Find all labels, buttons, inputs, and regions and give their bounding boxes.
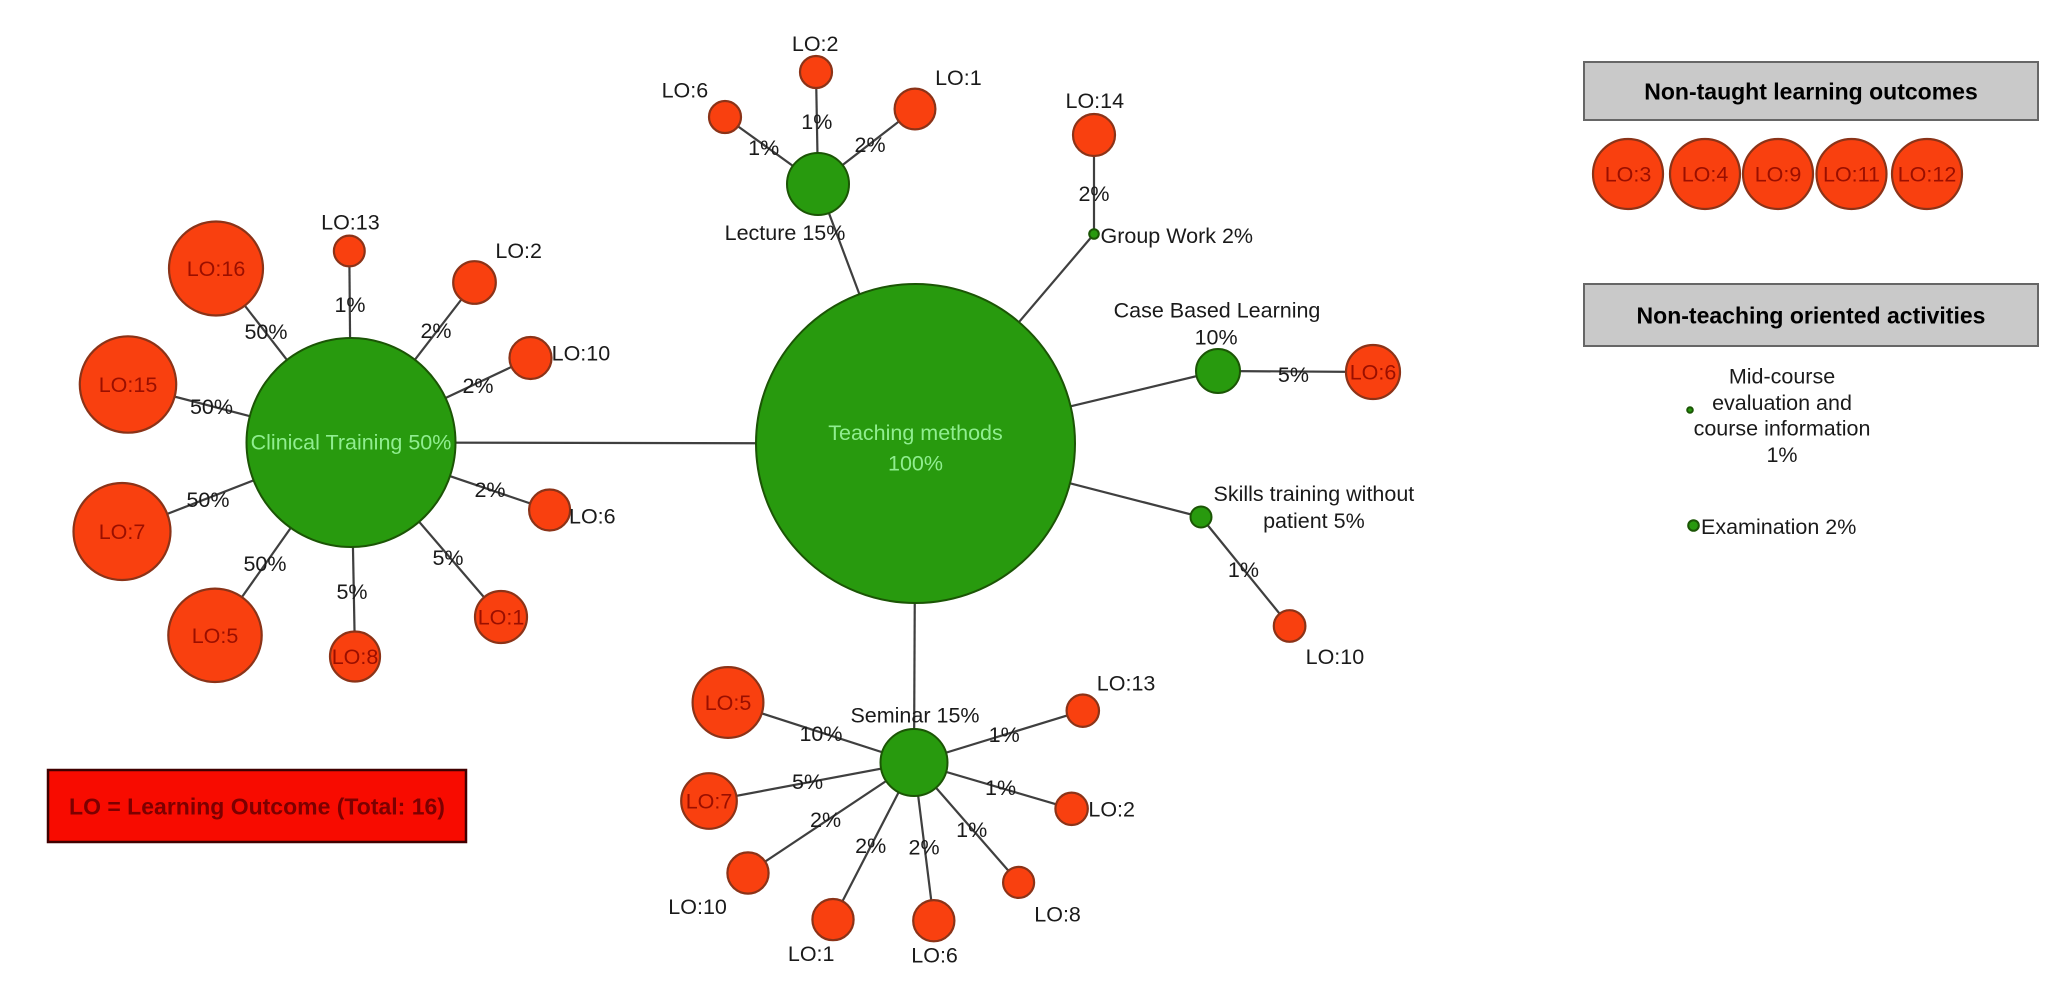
svg-text:50%: 50% — [244, 320, 287, 344]
svg-text:1%: 1% — [985, 776, 1016, 800]
svg-text:Skills training without: Skills training without — [1214, 482, 1415, 506]
svg-text:LO:10: LO:10 — [1306, 645, 1365, 669]
svg-text:patient 5%: patient 5% — [1263, 509, 1365, 533]
svg-text:course information: course information — [1694, 416, 1871, 440]
svg-text:LO:2: LO:2 — [495, 239, 542, 263]
svg-text:10%: 10% — [799, 722, 842, 746]
svg-text:LO:10: LO:10 — [668, 895, 727, 919]
svg-text:LO:8: LO:8 — [332, 645, 379, 669]
svg-text:5%: 5% — [336, 580, 367, 604]
svg-text:1%: 1% — [748, 136, 779, 160]
svg-text:1%: 1% — [801, 110, 832, 134]
svg-text:5%: 5% — [1278, 363, 1309, 387]
svg-text:LO:6: LO:6 — [1350, 361, 1397, 385]
svg-text:1%: 1% — [956, 818, 987, 842]
svg-text:LO:2: LO:2 — [1088, 798, 1135, 822]
svg-text:LO:6: LO:6 — [569, 505, 616, 529]
svg-text:evaluation and: evaluation and — [1712, 391, 1852, 415]
svg-text:1%: 1% — [1228, 558, 1259, 582]
svg-text:Mid-course: Mid-course — [1729, 364, 1835, 388]
svg-text:LO:1: LO:1 — [935, 66, 982, 90]
svg-text:LO:7: LO:7 — [686, 790, 733, 814]
svg-text:1%: 1% — [1766, 443, 1797, 467]
svg-text:LO = Learning Outcome (Total:: LO = Learning Outcome (Total: 16) — [69, 794, 445, 820]
svg-text:LO:10: LO:10 — [552, 342, 611, 366]
svg-text:LO:2: LO:2 — [792, 32, 839, 56]
svg-text:2%: 2% — [474, 478, 505, 502]
svg-text:LO:14: LO:14 — [1066, 89, 1125, 113]
svg-text:LO:8: LO:8 — [1034, 903, 1081, 927]
svg-text:LO:13: LO:13 — [321, 211, 380, 235]
svg-text:Teaching methods: Teaching methods — [828, 421, 1003, 445]
svg-text:Case Based Learning: Case Based Learning — [1114, 299, 1321, 323]
svg-text:Seminar 15%: Seminar 15% — [850, 704, 979, 728]
svg-text:LO:13: LO:13 — [1097, 672, 1156, 696]
svg-text:2%: 2% — [855, 834, 886, 858]
svg-text:LO:1: LO:1 — [478, 606, 525, 630]
svg-text:LO:5: LO:5 — [705, 691, 752, 715]
svg-text:100%: 100% — [888, 452, 943, 476]
svg-text:10%: 10% — [1195, 326, 1238, 350]
svg-text:2%: 2% — [420, 319, 451, 343]
svg-text:LO:11: LO:11 — [1823, 163, 1880, 187]
svg-text:Clinical Training 50%: Clinical Training 50% — [251, 431, 452, 455]
svg-text:Examination 2%: Examination 2% — [1701, 515, 1856, 539]
svg-text:Non-taught learning outcomes: Non-taught learning outcomes — [1644, 79, 1978, 105]
svg-text:50%: 50% — [190, 395, 233, 419]
svg-text:Group Work 2%: Group Work 2% — [1101, 224, 1254, 248]
svg-text:LO:15: LO:15 — [99, 373, 158, 397]
svg-text:LO:16: LO:16 — [187, 257, 246, 281]
svg-text:LO:4: LO:4 — [1682, 163, 1729, 187]
svg-text:Lecture 15%: Lecture 15% — [725, 221, 846, 245]
svg-text:LO:3: LO:3 — [1605, 163, 1652, 187]
svg-text:1%: 1% — [334, 293, 365, 317]
svg-text:50%: 50% — [243, 552, 286, 576]
svg-text:2%: 2% — [810, 808, 841, 832]
svg-text:LO:6: LO:6 — [662, 79, 709, 103]
svg-text:5%: 5% — [432, 546, 463, 570]
svg-text:2%: 2% — [1078, 182, 1109, 206]
svg-text:LO:7: LO:7 — [99, 520, 146, 544]
svg-text:LO:9: LO:9 — [1755, 163, 1802, 187]
svg-text:1%: 1% — [989, 723, 1020, 747]
svg-text:5%: 5% — [792, 770, 823, 794]
svg-text:50%: 50% — [186, 488, 229, 512]
svg-text:LO:5: LO:5 — [192, 624, 239, 648]
svg-text:Non-teaching oriented activiti: Non-teaching oriented activities — [1637, 303, 1986, 329]
svg-text:LO:6: LO:6 — [911, 944, 958, 968]
svg-text:LO:1: LO:1 — [788, 942, 835, 966]
svg-text:2%: 2% — [462, 374, 493, 398]
svg-text:LO:12: LO:12 — [1898, 163, 1957, 187]
svg-text:2%: 2% — [855, 133, 886, 157]
svg-text:2%: 2% — [909, 836, 940, 860]
